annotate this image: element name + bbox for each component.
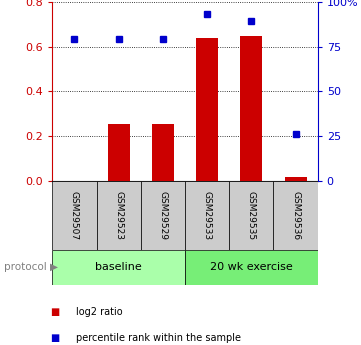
- Bar: [141, 181, 185, 250]
- Bar: [240, 36, 262, 181]
- Text: baseline: baseline: [95, 263, 142, 272]
- Bar: [185, 250, 318, 285]
- Text: log2 ratio: log2 ratio: [76, 307, 122, 317]
- Text: GSM29523: GSM29523: [114, 191, 123, 240]
- Bar: [274, 181, 318, 250]
- Text: 20 wk exercise: 20 wk exercise: [210, 263, 293, 272]
- Bar: [52, 250, 185, 285]
- Bar: [108, 124, 130, 181]
- Text: protocol ▶: protocol ▶: [4, 263, 58, 272]
- Bar: [185, 181, 229, 250]
- Bar: [196, 38, 218, 181]
- Text: GSM29529: GSM29529: [158, 191, 168, 240]
- Text: ■: ■: [51, 333, 60, 343]
- Text: percentile rank within the sample: percentile rank within the sample: [76, 333, 241, 343]
- Text: GSM29533: GSM29533: [203, 191, 212, 240]
- Bar: [97, 181, 141, 250]
- Text: GSM29507: GSM29507: [70, 191, 79, 240]
- Text: GSM29535: GSM29535: [247, 191, 256, 240]
- Bar: [284, 177, 306, 181]
- Bar: [152, 124, 174, 181]
- Text: GSM29536: GSM29536: [291, 191, 300, 240]
- Bar: [52, 181, 97, 250]
- Title: GDS2234 / 3701: GDS2234 / 3701: [128, 0, 242, 1]
- Bar: [229, 181, 274, 250]
- Text: ■: ■: [51, 307, 60, 317]
